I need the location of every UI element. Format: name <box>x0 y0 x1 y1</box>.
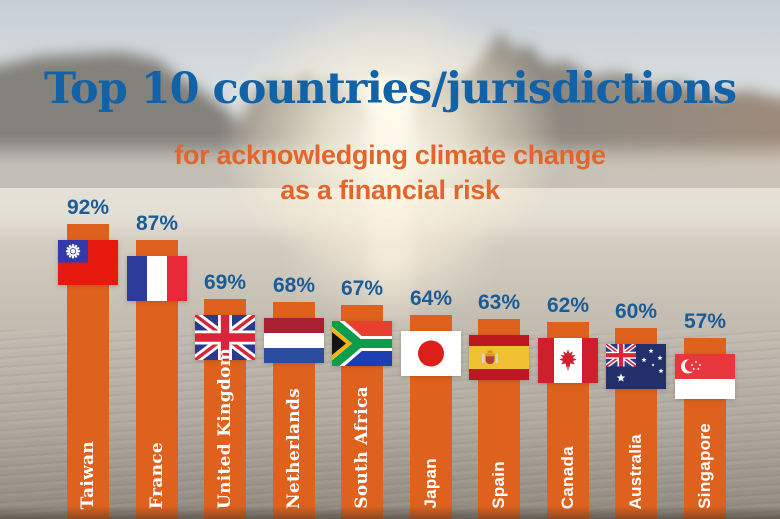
country-label: Japan <box>421 458 440 509</box>
value-label: 60% <box>614 300 658 323</box>
country-label: United Kingdom <box>215 347 235 509</box>
value-label: 87% <box>135 212 179 235</box>
country-label: France <box>147 441 167 509</box>
bar-france: 87% France <box>127 212 187 519</box>
country-label: South Africa <box>352 386 372 509</box>
country-label: Taiwan <box>78 440 98 509</box>
bar-taiwan: 92% Taiwan <box>58 196 118 519</box>
country-label: Australia <box>626 433 645 509</box>
bar-spain: 63% Spain <box>469 291 529 519</box>
page-subtitle: for acknowledging climate change as a fi… <box>0 138 780 208</box>
bar-canada: 62% Canada <box>538 294 598 519</box>
value-label: 63% <box>477 291 521 314</box>
country-label: Spain <box>489 461 508 509</box>
value-label: 68% <box>272 274 316 297</box>
bar-united-kingdom: 69% United Kingdom <box>204 271 246 519</box>
bar-south-africa: 67% South Africa <box>341 277 383 519</box>
subtitle-line-2: as a financial risk <box>280 175 500 205</box>
netherlands-flag-icon <box>264 318 324 363</box>
south-africa-flag-icon <box>332 321 392 366</box>
country-label: Canada <box>558 445 577 509</box>
subtitle-line-1: for acknowledging climate change <box>174 140 606 170</box>
japan-flag-icon <box>401 331 461 376</box>
value-label: 57% <box>683 310 727 333</box>
australia-flag-icon <box>606 344 666 389</box>
value-label: 69% <box>203 271 247 294</box>
country-label: Singapore <box>695 423 714 509</box>
france-flag-icon <box>127 256 187 301</box>
value-label: 67% <box>340 277 384 300</box>
bar-singapore: 57% Singapore <box>684 310 726 519</box>
value-label: 64% <box>409 287 453 310</box>
country-label: Netherlands <box>284 388 304 509</box>
taiwan-flag-icon <box>58 240 118 285</box>
bar-japan: 64% Japan <box>401 287 461 519</box>
value-label: 62% <box>546 294 590 317</box>
bar-australia: 60% Australia <box>615 300 657 519</box>
spain-flag-icon <box>469 335 529 380</box>
value-label: 92% <box>66 196 110 219</box>
singapore-flag-icon <box>675 354 735 399</box>
canada-flag-icon <box>538 338 598 383</box>
bar-netherlands: 68% Netherlands <box>264 274 324 519</box>
page-title: Top 10 countries/jurisdictions <box>43 64 737 114</box>
